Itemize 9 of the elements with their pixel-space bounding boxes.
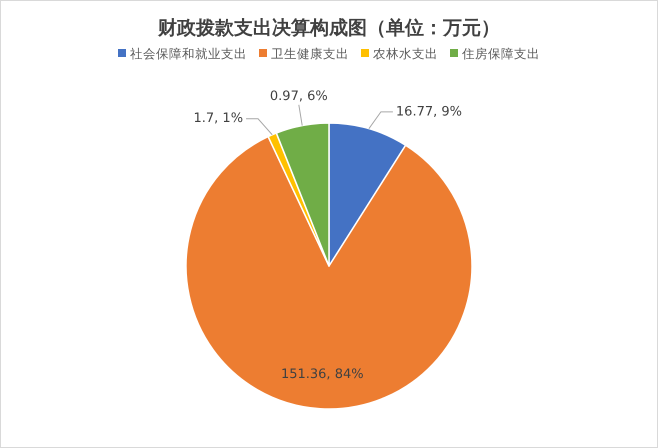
legend-label: 社会保障和就业支出 xyxy=(130,46,247,61)
legend-label: 农林水支出 xyxy=(373,46,438,61)
legend-label: 住房保障支出 xyxy=(461,46,540,61)
data-label: 151.36, 84% xyxy=(280,367,364,382)
legend-label: 卫生健康支出 xyxy=(271,46,349,61)
data-label: 16.77, 9% xyxy=(396,104,462,120)
data-label: 0.97, 6% xyxy=(270,88,328,104)
chart-title: 财政拨款支出决算构成图（单位：万元） xyxy=(157,17,500,39)
data-label: 1.7, 1% xyxy=(193,111,244,126)
